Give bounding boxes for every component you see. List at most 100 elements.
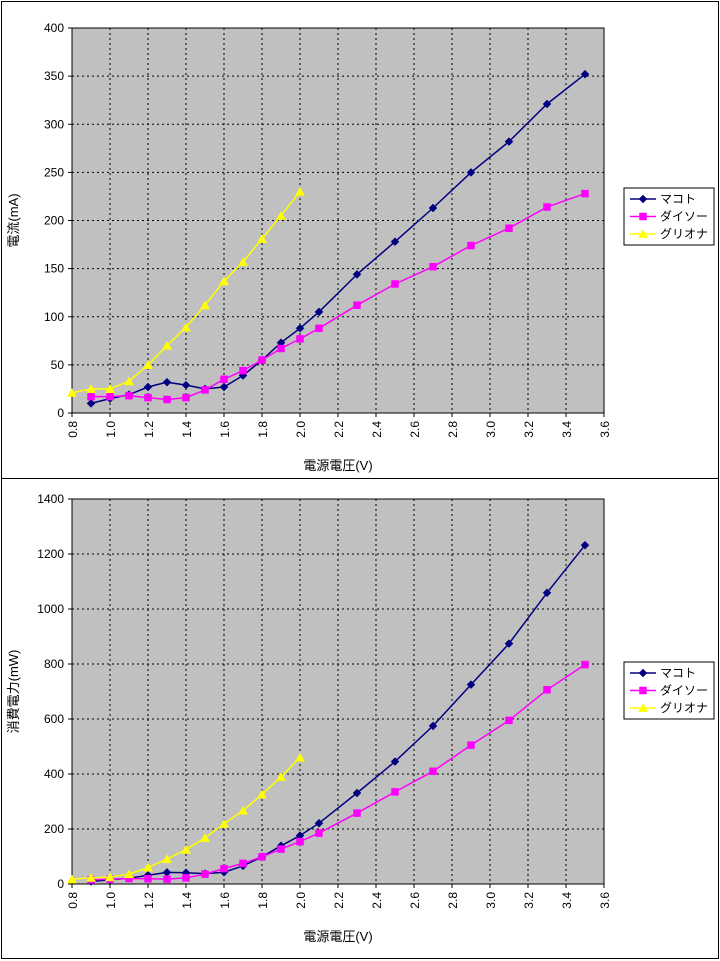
data-point-marker [296,335,304,343]
data-point-marker [295,323,305,333]
data-point-marker [315,829,323,837]
y-tick-label: 0 [57,877,64,891]
x-tick-label: 3.0 [484,892,498,909]
data-point-marker [581,189,589,198]
data-point-marker [161,340,173,350]
legend-marker [637,229,649,239]
y-tick-label: 600 [44,712,64,726]
legend-marker [638,668,648,678]
data-point-marker [201,386,209,394]
y-tick-label: 800 [44,657,64,671]
data-point-marker [504,137,514,146]
data-point-marker [85,872,97,882]
legend-label: マコト [660,192,696,206]
data-point-marker [428,721,438,731]
x-tick-label: 0.8 [66,892,80,909]
legend-marker [637,703,649,713]
data-point-marker [162,377,172,387]
data-point-marker [353,301,361,309]
y-tick-label: 1400 [37,492,64,506]
data-point-marker [218,819,230,828]
legend-entry: マコト [630,192,696,206]
y-tick-label: 100 [44,310,64,324]
data-point-marker [220,375,228,384]
axes: 0.8 1.0 1.2 1.4 1.6 1.8 2.0 2.2 2.4 2.6 2.8 3.0 3.2 3… [44,21,612,438]
data-point-marker [277,845,285,853]
data-point-marker [256,789,268,799]
data-point-marker [239,366,247,375]
x-tick-label: 2.4 [370,421,384,438]
x-tick-label: 1.8 [256,421,270,438]
data-point-marker [390,757,400,766]
y-tick-label: 200 [44,214,64,228]
data-point-marker [275,772,287,781]
x-tick-label: 3.4 [560,892,574,909]
data-point-marker [85,384,97,393]
data-point-marker [505,716,513,725]
data-point-marker [314,307,324,317]
data-point-marker [106,392,114,401]
data-point-marker [218,276,230,286]
x-tick-label: 2.0 [294,421,308,438]
data-point-marker [390,237,400,247]
data-point-marker [296,837,304,846]
x-tick-label: 3.2 [522,892,536,909]
data-point-marker [466,680,476,689]
data-point-marker [237,257,249,266]
data-point-marker [144,875,152,883]
legend-label: ダイソー [660,209,708,224]
data-point-marker [239,859,247,868]
x-tick-label: 2.2 [332,421,346,438]
data-point-marker [580,540,590,550]
data-point-marker [125,391,133,400]
legend-entry: ダイソー [630,683,708,698]
y-axis-title: 電流(mA) [6,193,21,247]
legend-label: マコト [660,666,696,680]
power-vs-voltage-chart-panel: 0.8 1.0 1.2 1.4 1.6 1.8 2.0 2.2 2.4 2.6 2.8 3.0 3.2 3… [2,479,718,958]
data-point-marker [294,186,306,196]
data-point-marker [237,805,249,815]
data-point-marker [219,382,229,392]
x-tick-label: 2.8 [446,421,460,438]
data-point-marker [182,874,190,882]
data-point-marker [277,344,285,353]
current-vs-voltage-chart-panel: 0.8 1.0 1.2 1.4 1.6 1.8 2.0 2.2 2.4 2.6 2.8 3.0 3.2 3… [2,2,718,479]
data-point-marker [580,69,590,79]
data-point-marker [123,376,135,386]
data-point-marker [180,844,192,854]
x-tick-label: 1.0 [104,892,118,909]
data-point-marker [467,741,475,749]
legend-entry: ダイソー [630,209,708,224]
x-tick-label: 2.6 [408,421,422,438]
x-tick-label: 3.6 [598,421,612,438]
x-tick-label: 0.8 [66,421,80,438]
series-グリオナ [66,752,306,884]
y-tick-label: 250 [44,165,64,179]
data-point-marker [258,356,266,364]
data-point-marker [391,788,399,796]
power-chart: 0.8 1.0 1.2 1.4 1.6 1.8 2.0 2.2 2.4 2.6 2.8 3.0 3.2 3… [6,492,715,944]
data-point-marker [314,818,324,828]
data-point-marker [66,388,78,397]
data-point-marker [163,875,171,883]
data-point-marker [161,854,173,864]
x-tick-label: 1.4 [180,892,194,909]
x-tick-label: 1.4 [180,421,194,438]
y-tick-label: 0 [57,406,64,420]
legend-marker [639,212,647,221]
x-tick-label: 2.8 [446,892,460,909]
data-point-marker [429,767,437,776]
data-point-marker [294,752,306,762]
data-point-marker [505,224,513,232]
x-axis-title: 電源電圧(V) [303,458,372,473]
series-グリオナ [66,186,306,397]
data-point-marker [543,686,551,694]
data-point-marker [142,862,154,872]
x-tick-label: 3.2 [522,421,536,438]
series-マコト [86,69,590,408]
data-point-marker [429,262,437,271]
data-point-marker [123,869,135,879]
legend-label: グリオナ [660,701,708,715]
